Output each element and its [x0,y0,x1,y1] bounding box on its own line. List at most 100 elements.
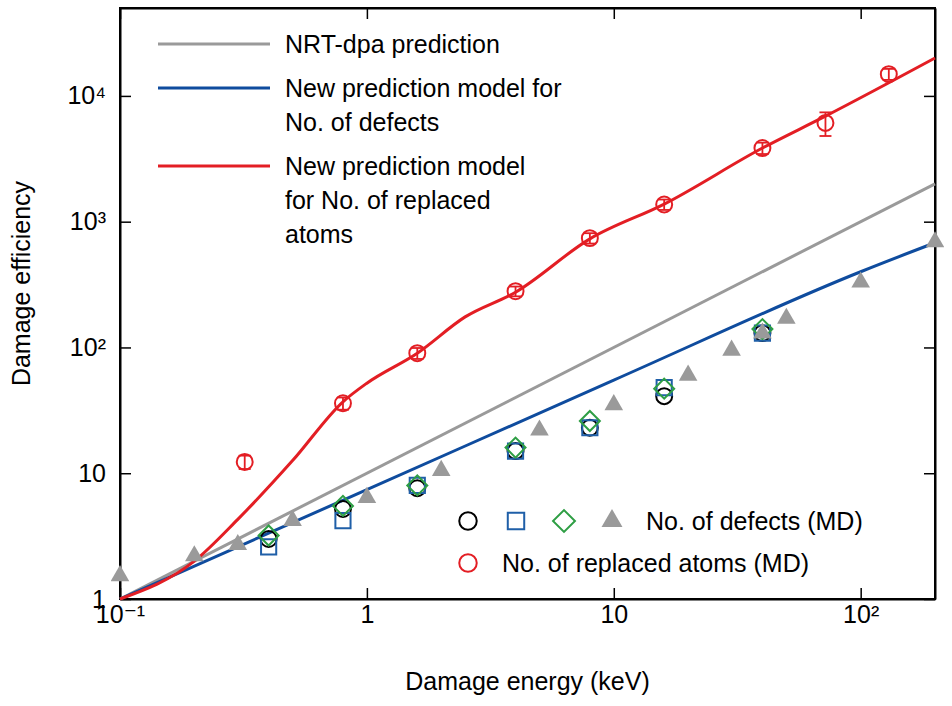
data-point [506,438,526,458]
tick [924,96,935,97]
series-points [111,231,944,581]
tick-label: 1 [92,585,106,613]
legend-label-line: for No. of replaced [285,186,491,214]
data-point [926,231,944,247]
tick-mark [924,221,935,223]
tick [614,8,615,19]
legend-marker [459,512,476,529]
data-point [817,115,833,131]
tick: 10² [843,588,879,628]
legend-entry: No. of replaced atoms (MD) [459,549,809,577]
tick-label: 10² [843,600,879,628]
data-point [777,308,796,324]
tick: 10³ [70,207,131,235]
tick: 10² [70,333,131,361]
error-bar-segment [762,143,764,154]
tick [924,473,935,474]
tick-mark [120,221,131,223]
error-bar [337,398,349,410]
data-point [283,510,302,526]
legend-marker [459,554,476,571]
data-point [358,487,377,503]
tick-label: 10 [78,459,106,487]
data-point [409,345,425,361]
data-point [654,379,674,399]
axis [121,8,936,19]
tick-mark [924,96,935,98]
tick-mark [120,473,131,475]
y-axis-title: Damage efficiency [7,180,35,386]
error-bar [411,348,423,359]
data-point [508,283,524,299]
tick [924,222,935,223]
data-point [582,230,598,246]
legend-marker [553,510,575,532]
tick: 10⁴ [67,81,131,109]
error-bar [883,69,895,80]
tick-label: 10 [600,600,628,628]
data-point [754,140,770,156]
data-point [432,460,451,476]
data-point [259,525,279,545]
tick [367,8,368,19]
data-point [333,496,353,516]
data-point [185,545,204,561]
error-bar-segment [888,69,890,80]
legend-entry: No. of defects (MD) [459,507,862,535]
legend-label: New prediction modelfor No. of replaceda… [285,152,525,248]
tick-mark [120,347,131,349]
tick: 10 [78,459,131,487]
data-point [582,420,597,435]
legend-marker [602,509,623,527]
data-point [407,475,427,495]
error-bar-segment [416,348,418,359]
data-point [335,395,351,411]
error-bar-segment [819,111,831,113]
error-bar-segment [584,232,596,234]
data-point [851,271,870,287]
data-point [582,420,598,436]
tick: 10 [600,588,628,628]
legend-swatch [158,43,270,46]
tick-mark [614,8,616,19]
data-point [237,454,253,470]
error-bar [239,456,251,469]
data-point [111,565,129,581]
error-bar [510,287,522,297]
legend-label-line: NRT-dpa prediction [285,30,500,58]
tick-mark [860,8,862,19]
tick-mark [614,588,616,599]
legend-label: NRT-dpa prediction [285,30,500,58]
series-points [237,66,897,470]
tick-mark [367,8,369,19]
error-bar-segment [658,199,670,201]
error-bar-segment [244,456,246,469]
data-point [753,322,772,338]
legend-label: No. of replaced atoms (MD) [502,549,809,577]
legend-label-line: New prediction model for [285,74,562,102]
tick: 1 [360,588,374,628]
error-bar-segment [663,200,665,210]
data-point [228,534,247,550]
x-axis-title: Damage energy (keV) [405,667,650,695]
data-point [656,197,672,213]
series-line [120,184,935,599]
tick-mark [924,473,935,475]
data-point [656,388,672,404]
error-bar [584,233,596,243]
legend-entry: New prediction modelfor No. of replaceda… [158,152,525,248]
data-point [881,66,897,82]
axis: 10⁻¹11010² [96,588,936,628]
error-bar [658,200,670,210]
tick-mark [367,588,369,599]
data-point [679,365,698,381]
series-line [120,58,935,599]
tick-mark [924,347,935,349]
legend-label-line: atoms [285,220,353,248]
chart: 10⁻¹11010²11010²10³10⁴Damage energy (keV… [0,0,952,706]
error-bar-segment [589,233,591,243]
tick [924,347,935,348]
legend-label: New prediction model forNo. of defects [285,74,562,136]
legend-swatch [158,87,270,90]
tick-mark [120,96,131,98]
